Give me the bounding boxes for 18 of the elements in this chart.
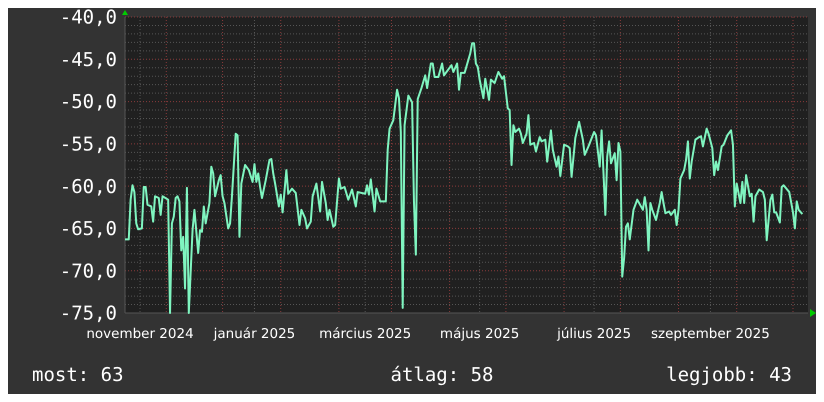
line-series — [124, 42, 804, 314]
y-tick-label: -75,0 — [60, 302, 117, 325]
y-tick-label: -45,0 — [60, 48, 117, 71]
x-tick-label: július 2025 — [556, 326, 632, 342]
text: most: 63 — [32, 364, 124, 386]
y-tick-label: -70,0 — [60, 260, 117, 282]
y-tick-label: -55,0 — [60, 134, 117, 156]
x-tick-label: március 2025 — [319, 326, 412, 342]
y-tick-label: -40,0 — [60, 6, 117, 29]
y-tick-label: -50,0 — [60, 91, 117, 114]
x-tick-label: szeptember 2025 — [651, 326, 770, 342]
x-tick-label: november 2024 — [86, 326, 194, 342]
x-tick-label: május 2025 — [440, 326, 520, 342]
y-tick-label: -60,0 — [60, 176, 117, 198]
text: átlag: 58 — [390, 364, 494, 386]
y-tick-label: -65,0 — [60, 218, 117, 240]
text: legjobb: 43 — [666, 364, 792, 386]
x-tick-label: január 2025 — [212, 326, 296, 342]
